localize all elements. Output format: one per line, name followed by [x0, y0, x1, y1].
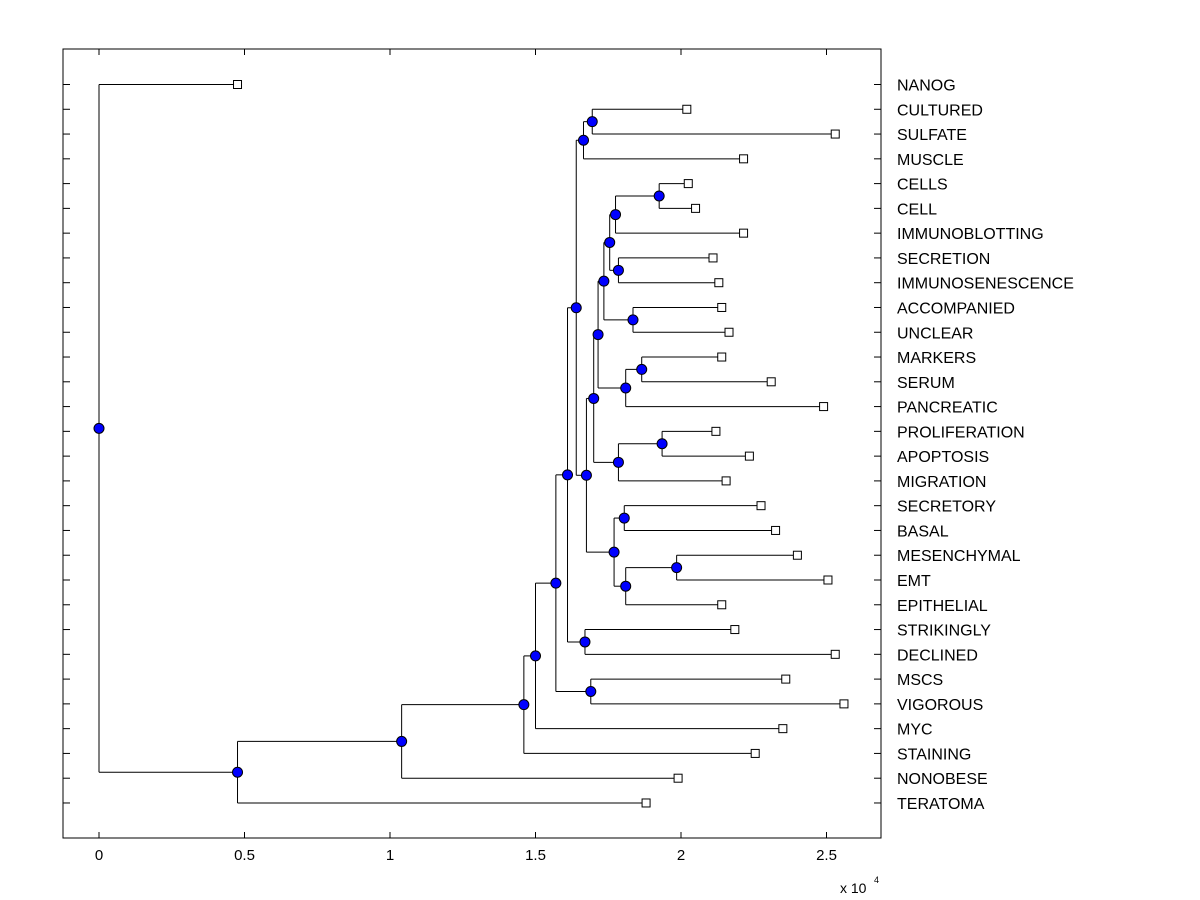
node-marker — [562, 469, 574, 481]
x-tick-label: 2 — [677, 847, 685, 864]
node-marker — [93, 422, 105, 434]
node-marker — [578, 134, 590, 146]
leaf-marker — [830, 129, 840, 139]
leaf-label: CULTURED — [897, 102, 983, 119]
leaf-label: MESENCHYMAL — [897, 548, 1021, 565]
leaf-marker — [717, 600, 727, 610]
x-scale-exponent: 4 — [874, 875, 879, 885]
leaf-label: PANCREATIC — [897, 400, 998, 417]
leaf-marker — [730, 625, 740, 635]
leaf-marker — [683, 179, 693, 189]
leaf-label: STAINING — [897, 746, 971, 763]
leaf-marker — [717, 302, 727, 312]
leaf-label: MSCS — [897, 672, 943, 689]
leaf-label: NONOBESE — [897, 771, 988, 788]
x-tick-label: 1.5 — [525, 847, 546, 864]
leaf-label: IMMUNOBLOTTING — [897, 226, 1044, 243]
leaf-marker — [724, 327, 734, 337]
leaf-label: EPITHELIAL — [897, 598, 988, 615]
leaf-label: VIGOROUS — [897, 697, 983, 714]
node-marker — [585, 685, 597, 697]
node-marker — [620, 580, 632, 592]
node-marker — [550, 577, 562, 589]
leaf-marker — [717, 352, 727, 362]
leaf-marker — [750, 748, 760, 758]
node-marker — [608, 546, 620, 558]
node-marker — [620, 382, 632, 394]
leaf-label: SECRETION — [897, 251, 990, 268]
leaf-marker — [641, 798, 651, 808]
leaf-label: UNCLEAR — [897, 325, 973, 342]
leaf-marker — [778, 724, 788, 734]
node-marker — [618, 512, 630, 524]
node-marker — [636, 363, 648, 375]
leaf-marker — [739, 228, 749, 238]
node-marker — [396, 735, 408, 747]
node-marker — [570, 302, 582, 314]
leaf-marker — [739, 154, 749, 164]
leaf-marker — [708, 253, 718, 263]
leaf-label: SULFATE — [897, 127, 967, 144]
node-marker — [610, 209, 622, 221]
leaf-marker — [839, 699, 849, 709]
node-marker — [518, 699, 530, 711]
leaf-label: EMT — [897, 573, 931, 590]
leaf-marker — [771, 525, 781, 535]
node-marker — [586, 116, 598, 128]
leaf-label: NANOG — [897, 78, 956, 95]
node-marker — [653, 190, 665, 202]
leaf-marker — [766, 377, 776, 387]
leaf-marker — [233, 80, 243, 89]
leaf-marker — [691, 203, 701, 213]
leaf-label: CELLS — [897, 177, 948, 194]
node-marker — [604, 236, 616, 248]
node-marker — [232, 766, 244, 778]
leaf-marker — [756, 501, 766, 511]
leaf-label: PROLIFERATION — [897, 424, 1025, 441]
node-marker — [612, 456, 624, 468]
leaf-marker — [792, 550, 802, 560]
leaf-marker — [714, 278, 724, 288]
x-tick-label: 2.5 — [816, 847, 837, 864]
node-marker — [580, 469, 592, 481]
leaf-marker — [721, 476, 731, 486]
leaf-marker — [781, 674, 791, 684]
leaf-label: DECLINED — [897, 647, 978, 664]
leaf-label: SERUM — [897, 375, 955, 392]
leaf-marker — [682, 104, 692, 114]
node-marker — [627, 314, 639, 326]
node-marker — [598, 275, 610, 287]
leaf-label: CELL — [897, 201, 937, 218]
leaf-label: MIGRATION — [897, 474, 986, 491]
leaf-marker — [744, 451, 754, 461]
leaf-label: MUSCLE — [897, 152, 964, 169]
node-marker — [592, 329, 604, 341]
leaf-label: SECRETORY — [897, 499, 996, 516]
leaf-label: MYC — [897, 722, 933, 739]
leaf-label: MARKERS — [897, 350, 976, 367]
node-marker — [612, 264, 624, 276]
node-marker — [671, 562, 683, 574]
leaf-label: STRIKINGLY — [897, 623, 991, 640]
leaf-marker — [830, 649, 840, 659]
node-marker — [588, 392, 600, 404]
leaf-label: IMMUNOSENESCENCE — [897, 276, 1074, 293]
leaf-marker — [819, 402, 829, 412]
x-scale-label: x 10 — [840, 880, 867, 896]
leaf-label: TERATOMA — [897, 796, 985, 813]
leaf-label: APOPTOSIS — [897, 449, 989, 466]
node-marker — [656, 438, 668, 450]
x-tick-label: 0.5 — [234, 847, 255, 864]
leaf-marker — [823, 575, 833, 585]
x-tick-label: 0 — [95, 847, 103, 864]
leaf-marker — [673, 773, 683, 783]
x-tick-label: 1 — [386, 847, 394, 864]
leaf-marker — [711, 426, 721, 436]
leaf-label: BASAL — [897, 523, 949, 540]
leaf-label: ACCOMPANIED — [897, 300, 1015, 317]
node-marker — [530, 650, 541, 662]
plot-area-border — [62, 48, 882, 839]
node-marker — [579, 636, 591, 648]
